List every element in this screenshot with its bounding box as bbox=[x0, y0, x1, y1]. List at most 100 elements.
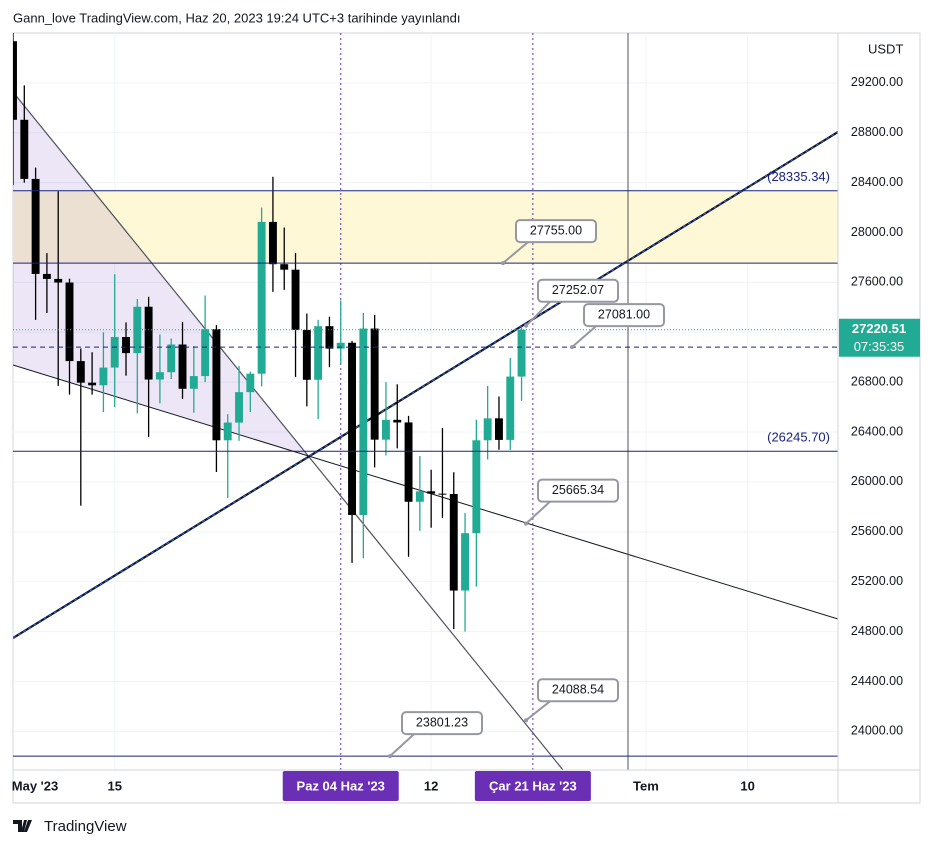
callout-pointer bbox=[525, 301, 551, 327]
candle-body bbox=[20, 119, 29, 179]
trend-line bbox=[13, 131, 838, 639]
last-price-label: 27220.51 bbox=[852, 321, 906, 336]
candle-body bbox=[144, 306, 153, 380]
candle-body bbox=[506, 376, 515, 440]
y-tick-label: 26400.00 bbox=[851, 424, 903, 438]
y-tick-label: 24400.00 bbox=[851, 674, 903, 688]
logo-mark bbox=[13, 820, 32, 832]
drawings bbox=[13, 33, 838, 770]
publish-header: Gann_love TradingView.com, Haz 20, 2023 … bbox=[13, 10, 460, 25]
y-tick-label: 24800.00 bbox=[851, 624, 903, 638]
x-tick-label: 15 bbox=[107, 778, 121, 793]
candle-body bbox=[427, 491, 436, 494]
callout-anchor bbox=[570, 345, 574, 350]
candle-body bbox=[348, 342, 356, 515]
candle-body bbox=[495, 418, 503, 440]
annotations: (28335.34) (26245.70) 27755.00 27252.07 2708… bbox=[13, 169, 838, 759]
callout-pointer bbox=[502, 241, 529, 264]
callout-label: 27081.00 bbox=[598, 307, 650, 321]
candle-body bbox=[189, 376, 198, 389]
date-marker-badge bbox=[474, 771, 591, 801]
y-tick-label: 24000.00 bbox=[851, 724, 903, 738]
callout-box bbox=[537, 278, 619, 303]
candle-body bbox=[415, 491, 424, 502]
candles bbox=[13, 33, 526, 632]
candle-body bbox=[472, 440, 481, 534]
y-tick-label: 28000.00 bbox=[851, 225, 903, 239]
x-tick-label: 10 bbox=[740, 778, 754, 793]
date-marker-label: Çar 21 Haz '23 bbox=[489, 778, 577, 793]
y-tick-label: 26000.00 bbox=[851, 474, 903, 488]
candle-body bbox=[370, 328, 379, 440]
callout-label: 24088.54 bbox=[552, 683, 604, 697]
axes: 29200.00 28800.00 28400.00 28000.00 27600.00… bbox=[12, 75, 920, 801]
candle-body bbox=[359, 328, 368, 515]
chart-frame bbox=[12, 32, 921, 804]
y-tick-label: 26800.00 bbox=[851, 374, 903, 388]
candle-body bbox=[76, 361, 85, 383]
candle-body bbox=[302, 329, 311, 380]
callout-box bbox=[583, 303, 665, 328]
brand-name: TradingView bbox=[44, 818, 127, 835]
callout-label: 27755.00 bbox=[530, 223, 582, 237]
bar-countdown: 07:35:35 bbox=[854, 339, 905, 354]
y-tick-label: 28400.00 bbox=[851, 175, 903, 189]
candle-body bbox=[517, 329, 526, 377]
candle-body bbox=[246, 373, 255, 393]
candle-body bbox=[268, 221, 277, 265]
candle-body bbox=[133, 306, 142, 354]
candle-body bbox=[167, 344, 176, 373]
callout-pointer bbox=[389, 733, 415, 757]
candle-body bbox=[381, 419, 390, 440]
y-tick-label: 27600.00 bbox=[851, 275, 903, 289]
candle-body bbox=[461, 533, 470, 591]
y-tick-label: 25200.00 bbox=[851, 574, 903, 588]
candle-body bbox=[110, 337, 119, 368]
candle-body bbox=[449, 494, 458, 591]
candle-body bbox=[223, 422, 232, 441]
candle-body bbox=[314, 326, 323, 380]
last-price-badge bbox=[839, 318, 920, 357]
callout-anchor bbox=[388, 754, 392, 759]
callout-pointer bbox=[571, 325, 597, 348]
trend-line bbox=[13, 364, 838, 620]
candle-body bbox=[393, 419, 402, 423]
callout-anchor bbox=[501, 261, 505, 266]
candle-body bbox=[325, 326, 334, 349]
candle-body bbox=[280, 264, 289, 270]
y-tick-label: 29200.00 bbox=[851, 75, 903, 89]
y-tick-label: 28800.00 bbox=[851, 125, 903, 139]
candle-body bbox=[291, 269, 300, 330]
candle-body bbox=[88, 382, 97, 386]
trend-line bbox=[13, 91, 564, 770]
candle-body bbox=[13, 41, 17, 120]
callout-box bbox=[537, 478, 619, 503]
candle-body bbox=[483, 418, 492, 441]
date-marker-badge bbox=[282, 771, 399, 801]
callout-box bbox=[537, 678, 619, 703]
candle-body bbox=[122, 337, 130, 354]
callout-anchor bbox=[524, 521, 528, 526]
callout-anchor bbox=[524, 323, 528, 328]
x-tick-label: Tem bbox=[633, 778, 659, 793]
callout-label: 25665.34 bbox=[552, 483, 604, 497]
price-unit: USDT bbox=[868, 41, 903, 56]
x-tick-label: 12 bbox=[424, 778, 438, 793]
candle-body bbox=[42, 273, 51, 279]
candle-body bbox=[257, 221, 266, 374]
candle-body bbox=[31, 178, 40, 274]
candle-body bbox=[54, 278, 63, 283]
candle-body bbox=[336, 342, 345, 349]
x-tick-label: May '23 bbox=[12, 778, 58, 793]
price-level-label: (26245.70) bbox=[767, 430, 830, 445]
callout-anchor bbox=[524, 718, 528, 723]
callout-label: 23801.23 bbox=[416, 715, 468, 729]
brand-logo: TradingView bbox=[13, 818, 127, 835]
callout-pointer bbox=[525, 700, 551, 722]
callout-box bbox=[401, 711, 483, 736]
candle-body bbox=[65, 282, 74, 362]
price-level-label: (28335.34) bbox=[767, 169, 830, 184]
candle-body bbox=[212, 329, 221, 441]
